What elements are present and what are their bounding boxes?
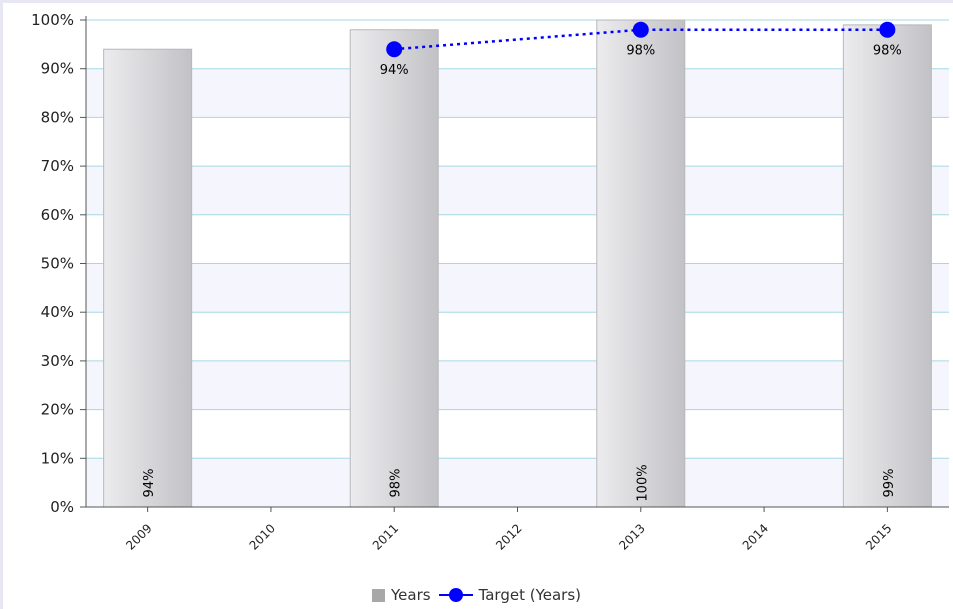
target-value-label: 98% [626, 44, 655, 59]
bar-value-label: 100% [635, 464, 650, 501]
bar [103, 48, 193, 508]
legend: Years Target (Years) [0, 584, 953, 606]
grid-band [86, 458, 949, 507]
x-tick-label: 2014 [740, 521, 771, 552]
grid-band [86, 263, 949, 313]
y-tick-label: 80% [41, 108, 74, 126]
legend-label-bar: Years [390, 586, 431, 604]
bar [842, 24, 932, 508]
bar-value-label: 99% [882, 469, 897, 498]
bar [349, 29, 439, 508]
target-value-label: 94% [380, 63, 409, 78]
y-tick-label: 50% [41, 255, 74, 273]
bar-value-label: 98% [389, 469, 404, 498]
y-tick-label: 100% [31, 11, 74, 29]
y-tick-label: 90% [41, 60, 74, 78]
bar-value-label: 94% [142, 469, 157, 498]
y-tick-label: 60% [41, 206, 74, 224]
target-point [879, 21, 896, 38]
legend-item-line[interactable]: Target (Years) [438, 586, 582, 604]
y-tick-label: 20% [41, 401, 74, 419]
legend-item-bar[interactable]: Years [371, 586, 431, 604]
x-tick-label: 2012 [493, 521, 524, 552]
bar [596, 19, 686, 508]
target-point [632, 21, 649, 38]
x-tick-label: 2011 [370, 521, 401, 552]
x-tick-label: 2013 [616, 521, 647, 552]
grid-band [86, 166, 949, 215]
y-tick-label: 70% [41, 157, 74, 175]
y-tick-label: 10% [41, 449, 74, 467]
legend-line-swatch [438, 588, 473, 602]
target-point [386, 41, 403, 58]
x-tick-label: 2010 [247, 521, 278, 552]
grid-band [86, 68, 949, 118]
x-tick-label: 2009 [123, 521, 154, 552]
grid-band [86, 360, 949, 410]
legend-label-line: Target (Years) [478, 586, 582, 604]
legend-bar-swatch [371, 588, 385, 602]
target-value-label: 98% [873, 44, 902, 59]
y-tick-label: 0% [50, 498, 74, 516]
y-tick-label: 30% [41, 352, 74, 370]
y-tick-label: 40% [41, 303, 74, 321]
x-tick-label: 2015 [863, 521, 894, 552]
